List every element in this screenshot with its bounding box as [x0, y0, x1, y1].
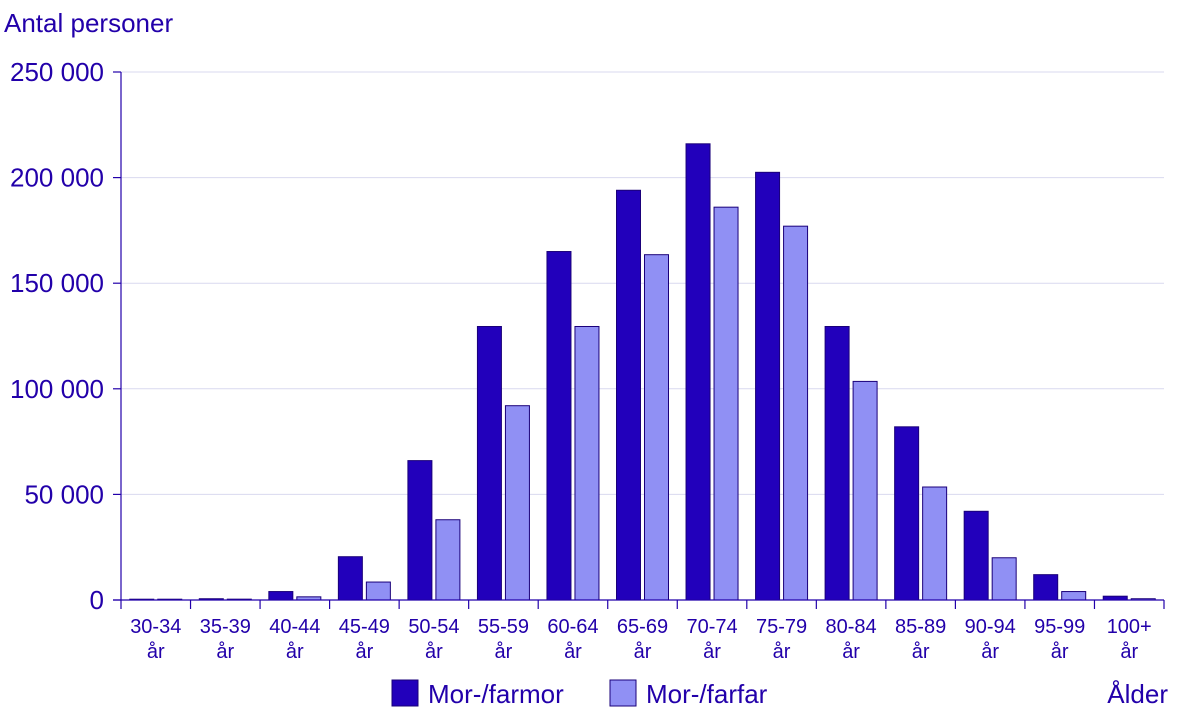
bar-mor-farmor	[476, 325, 502, 601]
x-tick-label: 30-34 år	[130, 616, 181, 663]
bar-mor-farfar	[504, 405, 530, 601]
x-tick-label: 85-89 år	[895, 616, 946, 663]
bar-mor-farfar	[1061, 591, 1087, 601]
y-tick-label: 0	[90, 585, 104, 615]
bar-mor-farmor	[824, 325, 850, 601]
bar-mor-farmor	[963, 510, 989, 601]
bar-mor-farfar	[783, 225, 809, 601]
x-tick-label: 60-64 år	[547, 616, 598, 663]
bar-mor-farfar	[435, 519, 461, 601]
bars	[129, 143, 1156, 601]
x-tick-label: 100+ år	[1107, 616, 1152, 663]
bar-mor-farmor	[894, 426, 920, 601]
bar-mor-farfar	[852, 380, 878, 601]
y-tick-label: 50 000	[24, 479, 104, 509]
bar-mor-farmor	[268, 591, 294, 601]
bar-mor-farmor	[407, 460, 433, 601]
x-tick-label: 95-99 år	[1034, 616, 1085, 663]
legend-label: Mor-/farmor	[428, 679, 564, 709]
x-tick-label: 75-79 år	[756, 616, 807, 663]
y-tick-label: 150 000	[10, 268, 104, 298]
x-tick-label: 50-54 år	[408, 616, 459, 663]
bar-mor-farfar	[713, 206, 739, 601]
bar-mor-farfar	[991, 557, 1017, 601]
x-tick-label: 40-44 år	[269, 616, 320, 663]
x-tick-label: 70-74 år	[686, 616, 737, 663]
bar-mor-farmor	[546, 251, 572, 601]
bar-mor-farfar	[574, 325, 600, 601]
x-tick-label: 35-39 år	[200, 616, 251, 663]
legend: Mor-/farmor Mor-/farfar	[391, 679, 768, 709]
x-tick-label: 55-59 år	[478, 616, 529, 663]
x-tick-labels: 30-34 år 35-39 år 40-44 år 45-49 år 50-54 år 55-59…	[130, 616, 1152, 663]
bar-mor-farmor	[755, 171, 781, 601]
x-axis-label: Ålder	[1107, 679, 1168, 709]
bar-mor-farfar	[365, 581, 391, 601]
y-tick-label: 250 000	[10, 57, 104, 87]
gridlines	[121, 71, 1164, 495]
legend-swatch	[609, 679, 637, 707]
bar-mor-farmor	[1033, 574, 1059, 601]
x-tick-label: 45-49 år	[339, 616, 390, 663]
bar-mor-farfar	[922, 486, 948, 601]
y-tick-label: 100 000	[10, 374, 104, 404]
bar-mor-farmor	[685, 143, 711, 601]
axes	[113, 71, 1165, 609]
y-tick-label: 200 000	[10, 163, 104, 193]
x-tick-label: 65-69 år	[617, 616, 668, 663]
legend-label: Mor-/farfar	[646, 679, 768, 709]
bar-mor-farfar	[644, 254, 669, 601]
x-tick-label: 80-84 år	[826, 616, 877, 663]
x-tick-label: 90-94 år	[965, 616, 1016, 663]
bar-mor-farmor	[616, 189, 641, 601]
y-axis-label: Antal personer	[4, 8, 173, 38]
bar-mor-farmor	[337, 556, 363, 601]
y-tick-labels: 0 50 000 100 000 150 000 200 000 250 000	[10, 57, 104, 615]
legend-swatch	[391, 679, 419, 707]
